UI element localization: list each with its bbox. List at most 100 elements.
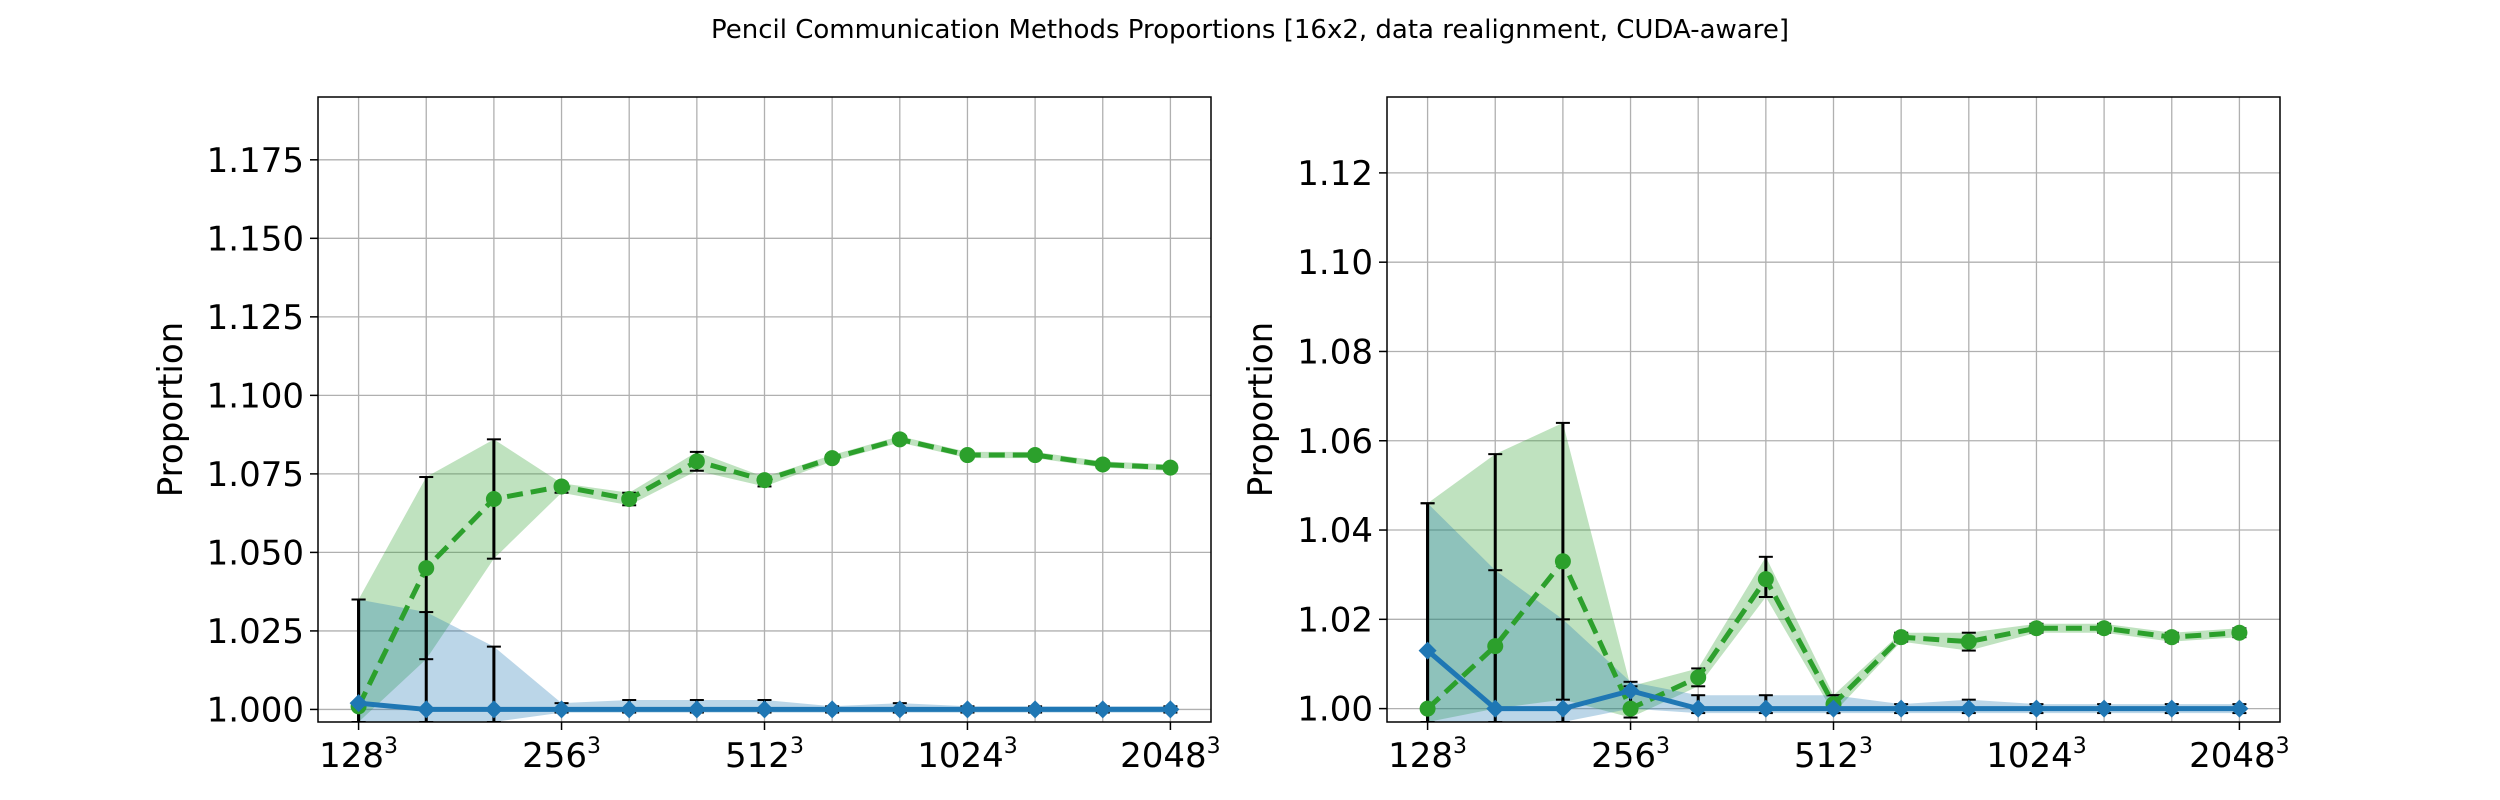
blue-data-point — [1553, 699, 1572, 718]
blue-data-point — [1486, 699, 1505, 718]
green-data-point — [1893, 629, 1910, 646]
y-tick-label: 1.100 — [207, 376, 304, 416]
green-data-point — [1690, 669, 1707, 686]
x-tick-exponent: 3 — [790, 734, 804, 759]
x-tick-label: 1283 — [1388, 734, 1467, 776]
green-data-point — [2163, 629, 2180, 646]
x-tick-exponent: 3 — [587, 734, 601, 759]
x-tick-exponent: 3 — [1859, 734, 1873, 759]
blue-data-point — [1418, 641, 1437, 660]
blue-data-point — [1689, 699, 1708, 718]
y-tick-label: 1.150 — [207, 219, 304, 259]
x-tick-exponent: 3 — [1453, 734, 1467, 759]
x-tick-exponent: 3 — [2276, 734, 2290, 759]
x-tick-label: 2563 — [1591, 734, 1670, 776]
blue-data-point — [2095, 699, 2114, 718]
x-tick-base: 2048 — [2189, 736, 2276, 776]
blue-error-bar — [1420, 502, 1435, 722]
y-tick-label: 1.02 — [1297, 600, 1373, 640]
y-tick-label: 1.04 — [1297, 511, 1373, 551]
x-tick-base: 512 — [1794, 736, 1859, 776]
blue-data-point — [2027, 699, 2046, 718]
green-data-point — [824, 450, 841, 467]
plot-area — [1418, 421, 2249, 722]
x-tick-exponent: 3 — [1656, 734, 1670, 759]
y-tick-label: 1.06 — [1297, 422, 1373, 462]
y-tick-label: 1.125 — [207, 298, 304, 338]
green-data-point — [1487, 638, 1504, 655]
y-tick-label: 1.08 — [1297, 332, 1373, 372]
green-data-point — [1622, 700, 1639, 717]
y-tick-label: 1.000 — [207, 690, 304, 730]
blue-data-point — [1621, 681, 1640, 700]
blue-data-point — [1824, 699, 1843, 718]
x-tick-base: 1024 — [1986, 736, 2073, 776]
x-tick-exponent: 3 — [1004, 734, 1018, 759]
y-axis-label: Proportion — [151, 322, 191, 497]
x-tick-base: 128 — [1388, 736, 1453, 776]
green-data-point — [891, 431, 908, 448]
x-tick-base: 128 — [319, 736, 384, 776]
figure-title: Pencil Communication Methods Proportions… — [711, 15, 1789, 45]
blue-data-point — [687, 700, 706, 719]
green-data-point — [756, 472, 773, 489]
blue-data-point — [484, 700, 503, 719]
green-data-point — [1094, 456, 1111, 473]
blue-data-point — [2230, 699, 2249, 718]
blue-data-point — [958, 700, 977, 719]
x-tick-label: 5123 — [1794, 734, 1873, 776]
blue-data-point — [552, 700, 571, 719]
y-tick-label: 1.12 — [1297, 154, 1373, 194]
green-data-point — [1757, 571, 1774, 588]
x-tick-label: 5123 — [725, 734, 804, 776]
green-data-point — [2096, 620, 2113, 637]
green-data-point — [485, 491, 502, 508]
x-tick-base: 512 — [725, 736, 790, 776]
x-tick-exponent: 3 — [1207, 734, 1221, 759]
x-tick-exponent: 3 — [384, 734, 398, 759]
green-data-point — [2028, 620, 2045, 637]
blue-data-point — [1026, 700, 1045, 719]
blue-data-point — [890, 700, 909, 719]
x-tick-label: 2563 — [522, 734, 601, 776]
green-data-point — [1419, 700, 1436, 717]
blue-data-point — [823, 700, 842, 719]
y-axis-label: Proportion — [1241, 322, 1281, 497]
blue-confidence-band — [1427, 503, 2240, 722]
x-tick-base: 256 — [522, 736, 587, 776]
green-data-point — [959, 447, 976, 464]
blue-data-point — [1756, 699, 1775, 718]
blue-data-point — [349, 694, 368, 713]
y-tick-label: 1.175 — [207, 141, 304, 181]
blue-data-point — [755, 700, 774, 719]
left-chart-panel: 1.000 1.025 1.050 1.075 1.100 1.125 1.150 1.175… — [151, 96, 1221, 776]
x-tick-base: 1024 — [917, 736, 1004, 776]
y-tick-label: 1.025 — [207, 612, 304, 652]
green-data-point — [1554, 553, 1571, 570]
green-data-point — [418, 560, 435, 577]
y-tick-label: 1.00 — [1297, 690, 1373, 730]
x-tick-label: 20483 — [1120, 734, 1221, 776]
y-tick-label: 1.10 — [1297, 243, 1373, 283]
blue-data-point — [1093, 700, 1112, 719]
blue-data-point — [417, 700, 436, 719]
blue-data-point — [1161, 700, 1180, 719]
blue-data-point — [1892, 699, 1911, 718]
green-data-point — [621, 491, 638, 508]
plot-area — [349, 431, 1180, 722]
green-data-point — [688, 453, 705, 470]
green-data-point — [2231, 624, 2248, 641]
x-tick-base: 256 — [1591, 736, 1656, 776]
x-tick-label: 10243 — [1986, 734, 2087, 776]
y-tick-label: 1.075 — [207, 455, 304, 495]
x-tick-label: 10243 — [917, 734, 1018, 776]
green-data-point — [553, 478, 570, 495]
green-data-point — [1960, 633, 1977, 650]
blue-data-point — [1959, 699, 1978, 718]
x-tick-base: 2048 — [1120, 736, 1207, 776]
green-data-point — [1162, 459, 1179, 476]
x-tick-exponent: 3 — [2073, 734, 2087, 759]
x-tick-label: 20483 — [2189, 734, 2290, 776]
